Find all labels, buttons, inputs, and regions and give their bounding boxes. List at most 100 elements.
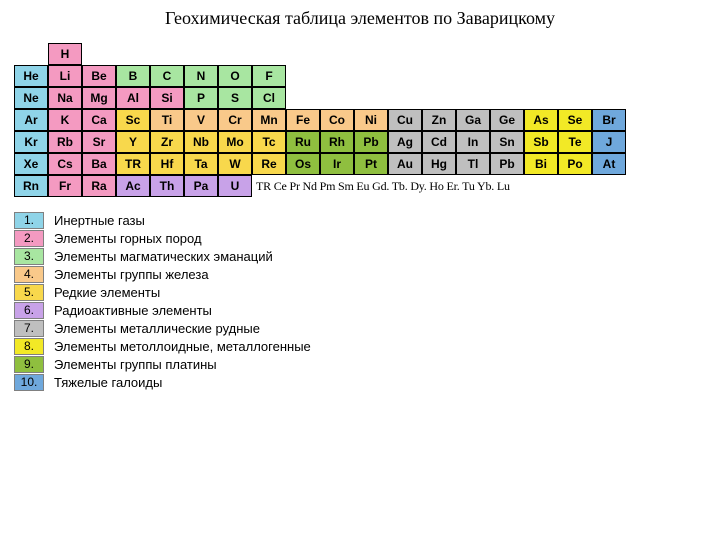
legend-row: 1. Инертные газы (14, 211, 706, 229)
legend-swatch: 1. (14, 212, 44, 229)
element-cell-Sb: Sb (524, 131, 558, 153)
element-cell-K: K (48, 109, 82, 131)
element-cell-Ag: Ag (388, 131, 422, 153)
legend-label: Радиоактивные элементы (54, 303, 212, 318)
element-cell-Ti: Ti (150, 109, 184, 131)
element-cell-Ta: Ta (184, 153, 218, 175)
element-cell-H: H (48, 43, 82, 65)
legend-swatch: 4. (14, 266, 44, 283)
element-cell-Pa: Pa (184, 175, 218, 197)
legend-label: Инертные газы (54, 213, 145, 228)
element-cell-Po: Po (558, 153, 592, 175)
element-cell-Xe: Xe (14, 153, 48, 175)
legend-row: 10.Тяжелые галоиды (14, 373, 706, 391)
element-cell-Se: Se (558, 109, 592, 131)
element-cell-Si: Si (150, 87, 184, 109)
element-cell-Sn: Sn (490, 131, 524, 153)
element-cell-Ca: Ca (82, 109, 116, 131)
element-cell-Sc: Sc (116, 109, 150, 131)
element-cell-Ga: Ga (456, 109, 490, 131)
legend-label: Редкие элементы (54, 285, 160, 300)
legend-row: 6. Радиоактивные элементы (14, 301, 706, 319)
legend-swatch: 7. (14, 320, 44, 337)
element-cell-Cl: Cl (252, 87, 286, 109)
element-cell-W: W (218, 153, 252, 175)
element-cell-Mg: Mg (82, 87, 116, 109)
element-cell-Mo: Mo (218, 131, 252, 153)
element-cell-S: S (218, 87, 252, 109)
element-cell-Re: Re (252, 153, 286, 175)
legend-label: Элементы металлические рудные (54, 321, 260, 336)
element-cell-Ir: Ir (320, 153, 354, 175)
element-cell-Cr: Cr (218, 109, 252, 131)
element-cell-Tl: Tl (456, 153, 490, 175)
element-cell-Zn: Zn (422, 109, 456, 131)
legend-swatch: 3. (14, 248, 44, 265)
element-cell-Fr: Fr (48, 175, 82, 197)
element-cell-Fe: Fe (286, 109, 320, 131)
periodic-table: HHeLiBeBCNOFNeNaMgAlSiPSClArKCaScTiVCrMn… (14, 43, 706, 197)
element-cell-Co: Co (320, 109, 354, 131)
element-cell-Pb: Pb (490, 153, 524, 175)
legend-row: 3.Элементы магматических эманаций (14, 247, 706, 265)
element-cell-Cu: Cu (388, 109, 422, 131)
element-cell-TR: TR (116, 153, 150, 175)
legend-row: 2. Элементы горных пород (14, 229, 706, 247)
element-cell-Pb: Pb (354, 131, 388, 153)
legend-row: 7. Элементы металлические рудные (14, 319, 706, 337)
element-cell-Rn: Rn (14, 175, 48, 197)
element-cell-Tc: Tc (252, 131, 286, 153)
element-cell-Kr: Kr (14, 131, 48, 153)
element-cell-Ne: Ne (14, 87, 48, 109)
element-cell-N: N (184, 65, 218, 87)
element-cell-Br: Br (592, 109, 626, 131)
legend-swatch: 6. (14, 302, 44, 319)
legend-swatch: 5. (14, 284, 44, 301)
element-cell-Au: Au (388, 153, 422, 175)
element-cell-V: V (184, 109, 218, 131)
element-cell-U: U (218, 175, 252, 197)
element-cell-Bi: Bi (524, 153, 558, 175)
lanthanide-footnote: TR Ce Pr Nd Pm Sm Eu Gd. Tb. Dy. Ho Er. … (252, 175, 694, 197)
legend-label: Тяжелые галоиды (54, 375, 162, 390)
legend-row: 9. Элементы группы платины (14, 355, 706, 373)
element-cell-Li: Li (48, 65, 82, 87)
element-cell-Al: Al (116, 87, 150, 109)
legend-label: Элементы горных пород (54, 231, 202, 246)
element-cell-Be: Be (82, 65, 116, 87)
element-cell-Ar: Ar (14, 109, 48, 131)
element-cell-Nb: Nb (184, 131, 218, 153)
legend-label: Элементы группы железа (54, 267, 209, 282)
element-cell-Os: Os (286, 153, 320, 175)
element-cell-O: O (218, 65, 252, 87)
element-cell-Zr: Zr (150, 131, 184, 153)
page-title: Геохимическая таблица элементов по Завар… (14, 8, 706, 29)
element-cell-Cd: Cd (422, 131, 456, 153)
legend-swatch: 9. (14, 356, 44, 373)
legend-row: 4. Элементы группы железа (14, 265, 706, 283)
legend: 1.Инертные газы2.Элементы горных пород3.… (14, 211, 706, 391)
legend-label: Элементы группы платины (54, 357, 217, 372)
legend-swatch: 2. (14, 230, 44, 247)
element-cell-Y: Y (116, 131, 150, 153)
element-cell-Ra: Ra (82, 175, 116, 197)
legend-row: 5. Редкие элементы (14, 283, 706, 301)
element-cell-Na: Na (48, 87, 82, 109)
element-cell-Rh: Rh (320, 131, 354, 153)
element-cell-In: In (456, 131, 490, 153)
element-cell-Te: Te (558, 131, 592, 153)
element-cell-At: At (592, 153, 626, 175)
element-cell-Pt: Pt (354, 153, 388, 175)
element-cell-Ge: Ge (490, 109, 524, 131)
element-cell-Ba: Ba (82, 153, 116, 175)
element-cell-P: P (184, 87, 218, 109)
element-cell-Sr: Sr (82, 131, 116, 153)
element-cell-B: B (116, 65, 150, 87)
element-cell-Rb: Rb (48, 131, 82, 153)
element-cell-Mn: Mn (252, 109, 286, 131)
element-cell-Hg: Hg (422, 153, 456, 175)
legend-swatch: 8. (14, 338, 44, 355)
legend-row: 8.Элементы метоллоидные, металлогенные (14, 337, 706, 355)
element-cell-F: F (252, 65, 286, 87)
element-cell-Th: Th (150, 175, 184, 197)
